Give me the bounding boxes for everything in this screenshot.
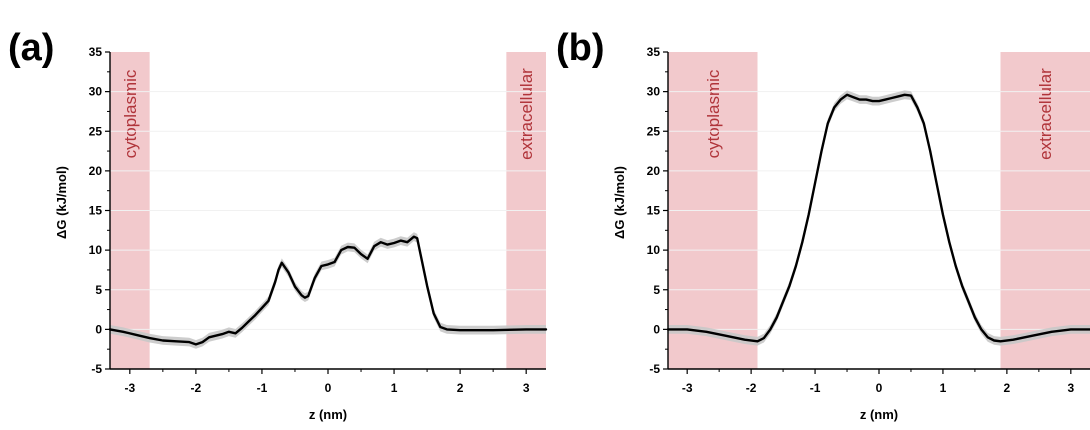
panel-b-ticks: -5 0 5 10 15 20 25 30 35 -3 -2 -1 0 1 2 3	[647, 45, 1075, 395]
panel-a-x-axis-label: z (nm)	[309, 407, 347, 422]
panel-a-ticks: -5 0 5 10 15 20 25 30 35 -3 -2 -1 0 1 2 3	[89, 45, 530, 395]
x-tick-label: 0	[325, 381, 332, 395]
region-label-cytoplasmic: cytoplasmic	[704, 69, 723, 158]
panel-a-label: (a)	[8, 27, 54, 69]
y-tick-label: 35	[647, 45, 661, 59]
y-tick-label: 5	[95, 283, 102, 297]
panel-b-series	[666, 93, 1090, 343]
region-label-extracellular: extracellular	[1036, 68, 1055, 160]
panel-a-series	[108, 235, 548, 346]
x-tick-label: 1	[391, 381, 398, 395]
y-tick-label: 35	[89, 45, 103, 59]
x-tick-label: 2	[1004, 381, 1011, 395]
x-tick-label: 3	[1067, 381, 1074, 395]
region-label-extracellular: extracellular	[517, 68, 536, 160]
y-tick-label: 15	[647, 204, 661, 218]
free-energy-curve	[666, 93, 1090, 343]
y-tick-label: 10	[89, 243, 103, 257]
x-tick-label: -1	[810, 381, 821, 395]
panel-b-label: (b)	[556, 27, 605, 69]
x-tick-label: -2	[746, 381, 757, 395]
x-tick-label: -3	[124, 381, 135, 395]
region-label-cytoplasmic: cytoplasmic	[121, 69, 140, 158]
x-tick-label: -1	[257, 381, 268, 395]
y-tick-label: 20	[647, 164, 661, 178]
free-energy-curve	[108, 235, 548, 346]
y-tick-label: -5	[649, 362, 660, 376]
y-tick-label: 0	[95, 322, 102, 336]
panel-b-x-axis-label: z (nm)	[860, 407, 898, 422]
y-tick-label: 20	[89, 164, 103, 178]
x-tick-label: 0	[876, 381, 883, 395]
y-tick-label: 30	[647, 85, 661, 99]
y-tick-label: 25	[89, 124, 103, 138]
panel-a-grid	[110, 91, 546, 330]
panel-a-y-axis-label: ΔG (kJ/mol)	[54, 166, 69, 239]
x-tick-label: -3	[682, 381, 693, 395]
panel-a: (a) cytoplasmic extracellular -5051015202…	[8, 27, 548, 422]
x-tick-label: 3	[523, 381, 530, 395]
x-tick-label: 1	[940, 381, 947, 395]
x-tick-label: -2	[191, 381, 202, 395]
y-tick-label: 0	[653, 322, 660, 336]
y-tick-label: 10	[647, 243, 661, 257]
y-tick-label: -5	[91, 362, 102, 376]
panel-b-y-axis-label: ΔG (kJ/mol)	[612, 166, 627, 239]
x-tick-label: 2	[457, 381, 464, 395]
panel-b-grid	[668, 91, 1090, 330]
y-tick-label: 30	[89, 85, 103, 99]
y-tick-label: 25	[647, 124, 661, 138]
panel-b: (b) cytoplasmic extracellular -5051015202…	[556, 27, 1090, 422]
y-tick-label: 5	[653, 283, 660, 297]
y-tick-label: 15	[89, 204, 103, 218]
